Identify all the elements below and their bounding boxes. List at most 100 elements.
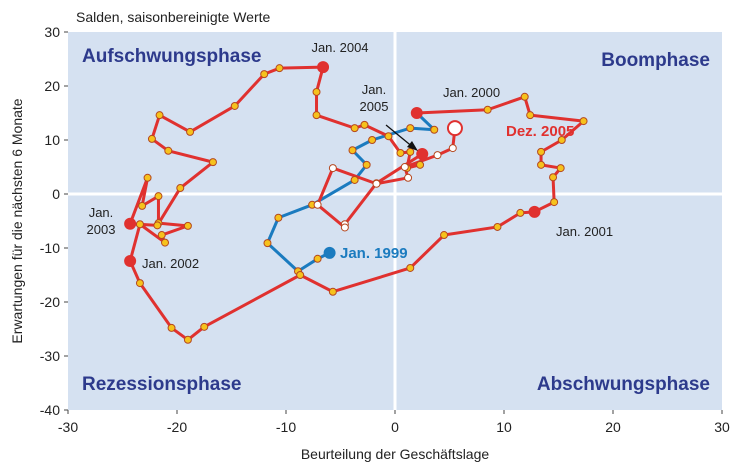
y-tick-label: -40 <box>40 402 60 418</box>
point <box>274 213 283 222</box>
point <box>372 179 381 188</box>
point <box>313 254 322 263</box>
point <box>396 148 405 157</box>
point <box>328 287 337 296</box>
point <box>400 163 409 171</box>
point <box>340 223 349 232</box>
point <box>157 231 166 240</box>
y-tick-label: -10 <box>40 240 60 256</box>
x-tick-label: 20 <box>605 419 621 435</box>
y-tick-label: 0 <box>52 186 60 202</box>
quadrant-label: Aufschwungsphase <box>82 46 261 67</box>
point <box>440 231 449 240</box>
point <box>350 175 359 184</box>
point <box>362 160 371 169</box>
chart-subtitle: Salden, saisonbereinigte Werte <box>76 9 271 25</box>
point <box>550 198 559 207</box>
quadrant-label: Boomphase <box>601 50 710 71</box>
annotation: Jan. <box>362 82 387 97</box>
point <box>404 173 413 182</box>
key-point <box>446 120 463 137</box>
annotation: Jan. 2002 <box>142 256 199 271</box>
annotation: Jan. 2001 <box>556 224 613 239</box>
point <box>147 134 156 143</box>
y-tick-label: -30 <box>40 348 60 364</box>
point <box>208 158 217 167</box>
annotation: 2003 <box>87 222 116 237</box>
point <box>263 239 272 248</box>
point <box>328 164 337 173</box>
point <box>200 322 209 331</box>
point <box>176 184 185 193</box>
point <box>230 101 239 110</box>
quadrant-label: Rezessionsphase <box>82 374 241 395</box>
key-point <box>323 246 336 259</box>
annotation: 2005 <box>360 99 389 114</box>
annotation: Dez. 2005 <box>506 123 574 140</box>
x-tick-label: -30 <box>58 419 78 435</box>
x-axis-label: Beurteilung der Geschäftslage <box>301 446 490 462</box>
point <box>406 147 415 156</box>
x-tick-label: -10 <box>276 419 296 435</box>
point <box>483 105 492 114</box>
point <box>350 124 359 133</box>
point <box>384 132 393 141</box>
point <box>537 147 546 156</box>
point <box>143 173 152 182</box>
point <box>430 125 439 134</box>
point <box>312 87 321 96</box>
point <box>138 201 147 210</box>
annotation-arrowhead <box>407 141 418 151</box>
y-axis-label: Erwartungen für die nächsten 6 Monate <box>9 98 25 343</box>
point <box>556 164 565 173</box>
series-line <box>128 65 586 342</box>
point <box>167 323 176 332</box>
annotation: Jan. <box>89 205 114 220</box>
point <box>433 151 442 160</box>
point <box>183 221 192 230</box>
x-tick-label: 30 <box>714 419 730 435</box>
point <box>416 160 425 169</box>
x-tick-label: -20 <box>167 419 187 435</box>
point <box>557 136 566 144</box>
y-tick-label: 30 <box>44 24 60 40</box>
point <box>161 238 170 247</box>
point <box>537 160 546 169</box>
y-tick-label: -20 <box>40 294 60 310</box>
point <box>313 200 322 209</box>
y-tick-label: 20 <box>44 78 60 94</box>
point <box>516 208 525 217</box>
annotation: Jan. 1999 <box>340 245 408 262</box>
point <box>360 120 369 129</box>
point <box>155 111 164 120</box>
point <box>275 64 284 73</box>
annotation-arrow <box>385 124 415 149</box>
point <box>260 70 269 79</box>
point <box>493 222 502 231</box>
point <box>348 146 357 155</box>
point <box>153 221 162 230</box>
annotation: Jan. 2000 <box>443 85 500 100</box>
point <box>448 144 457 153</box>
point <box>183 335 192 344</box>
key-point <box>410 107 423 119</box>
key-point <box>416 148 429 161</box>
point <box>549 173 558 182</box>
point <box>154 192 163 201</box>
y-tick-label: 10 <box>44 132 60 148</box>
point <box>520 92 529 101</box>
point <box>135 279 144 288</box>
x-tick-label: 0 <box>391 419 399 435</box>
point <box>186 127 195 136</box>
annotation: Jan. 2004 <box>311 40 368 55</box>
key-point <box>124 254 137 267</box>
key-point <box>124 217 137 230</box>
x-tick-label: 10 <box>496 419 512 435</box>
point <box>312 111 321 120</box>
point <box>368 136 377 144</box>
point <box>164 146 173 155</box>
point <box>135 220 144 229</box>
key-point <box>528 205 541 218</box>
quadrant-label: Abschwungsphase <box>537 374 710 395</box>
point <box>406 263 415 272</box>
